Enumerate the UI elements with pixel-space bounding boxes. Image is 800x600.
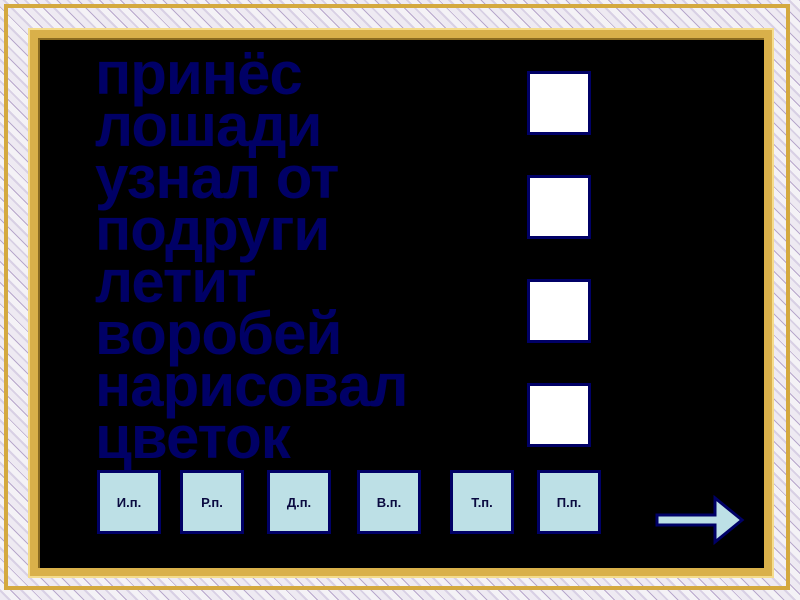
answer-box-3[interactable] [527,279,591,343]
case-button-genitive[interactable]: Р.п. [180,470,244,534]
phrase-3[interactable]: летит воробей [95,248,515,367]
phrase-line: ал [338,352,408,419]
phrase-line: лошад [95,92,286,159]
case-button-instrumental[interactable]: Т.п. [450,470,514,534]
answer-box-1[interactable] [527,71,591,135]
phrase-line: воробе [95,300,306,367]
phrase-line: и [285,92,322,159]
answer-box-4[interactable] [527,383,591,447]
phrase-1[interactable]: принёс лошади [95,40,515,159]
phrase-line: узнал от [95,144,339,211]
phrase-line: летит [95,248,257,315]
case-button-nominative[interactable]: И.п. [97,470,161,534]
phrase-line: цветок [95,404,291,471]
case-button-accusative[interactable]: В.п. [357,470,421,534]
case-button-prepositional[interactable]: П.п. [537,470,601,534]
phrase-line: й [305,300,342,367]
inner-frame [30,30,772,576]
case-button-dative[interactable]: Д.п. [267,470,331,534]
outer-frame [4,4,790,590]
answer-box-2[interactable] [527,175,591,239]
phrase-line: нарисов [95,352,339,419]
slide-board: принёс лошади узнал от подруги летит вор… [40,40,764,568]
phrase-line: принёс [95,40,303,107]
phrase-line: подруги [95,196,330,263]
phrase-2[interactable]: узнал от подруги [95,144,515,263]
phrase-4[interactable]: нарисовал цветок [95,352,515,471]
arrow-right-icon[interactable] [655,495,745,545]
